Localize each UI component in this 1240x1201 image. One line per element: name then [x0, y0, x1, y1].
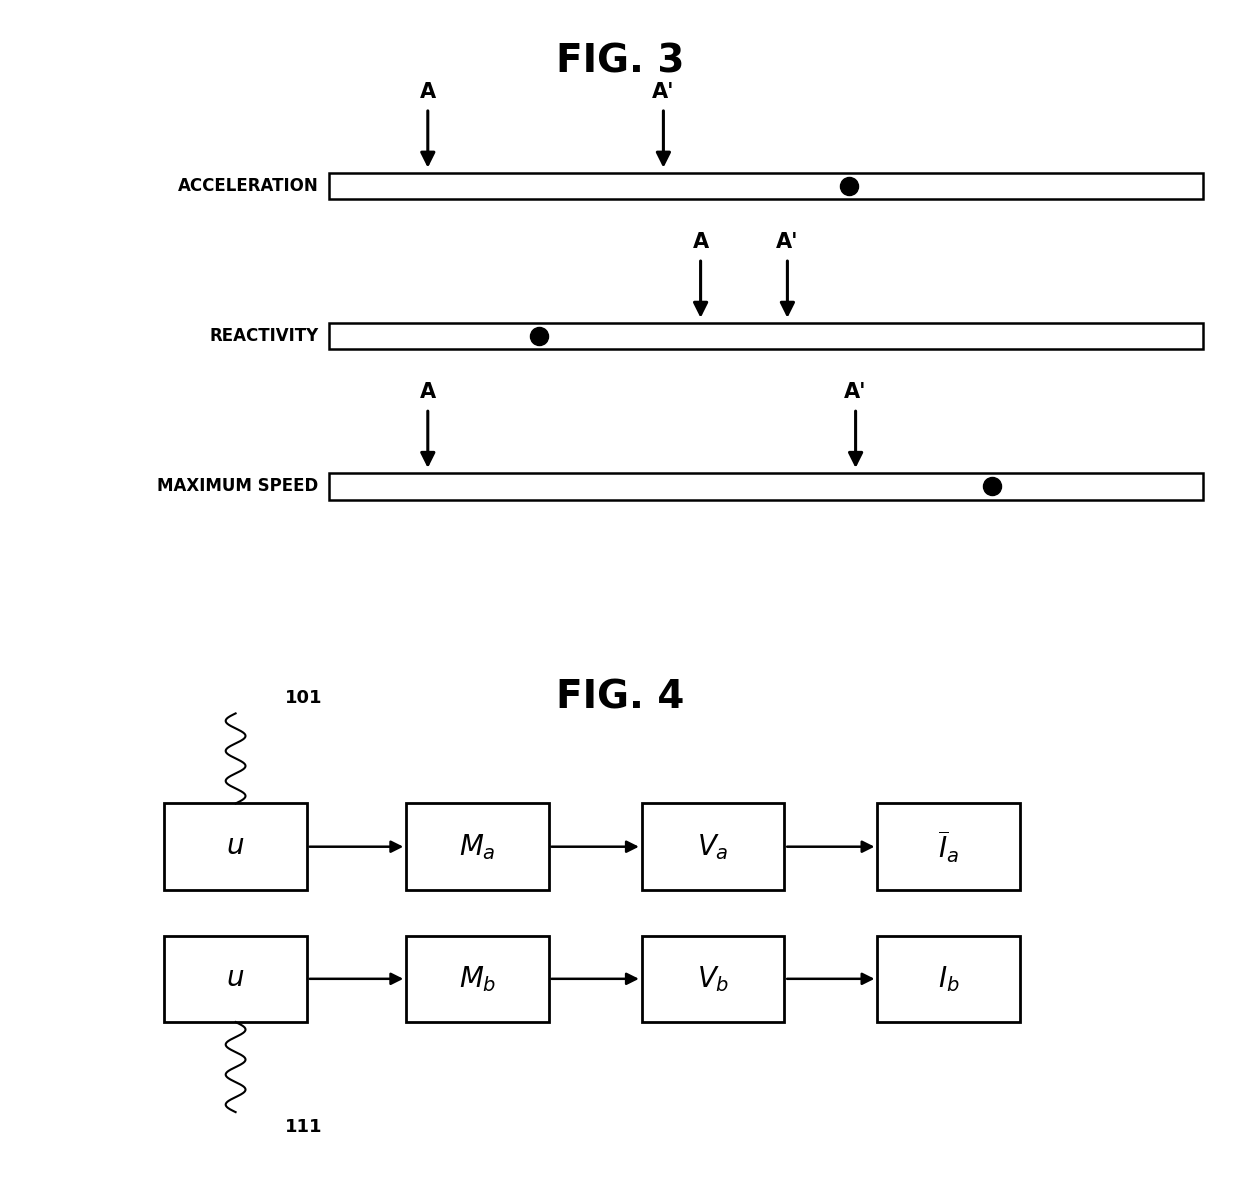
Bar — [642, 803, 784, 890]
Text: A': A' — [652, 82, 675, 102]
Text: FIG. 3: FIG. 3 — [556, 42, 684, 80]
Text: $u$: $u$ — [227, 966, 244, 992]
Text: $M_{a}$: $M_{a}$ — [459, 832, 496, 861]
Bar — [329, 323, 1203, 349]
Text: A': A' — [844, 382, 867, 402]
Bar — [878, 803, 1021, 890]
Text: $I_{b}$: $I_{b}$ — [937, 964, 960, 993]
Text: A: A — [419, 382, 436, 402]
Text: $u$: $u$ — [227, 833, 244, 860]
Text: ACCELERATION: ACCELERATION — [177, 178, 319, 195]
Bar — [164, 803, 306, 890]
Bar — [164, 936, 306, 1022]
Text: REACTIVITY: REACTIVITY — [210, 328, 319, 345]
Text: FIG. 4: FIG. 4 — [556, 679, 684, 717]
Text: $M_{b}$: $M_{b}$ — [459, 964, 496, 993]
Bar — [407, 936, 549, 1022]
Bar — [329, 173, 1203, 199]
Bar — [878, 936, 1021, 1022]
Bar — [329, 473, 1203, 500]
Text: $V_{a}$: $V_{a}$ — [697, 832, 729, 861]
Bar — [407, 803, 549, 890]
Text: $\overline{I}_{a}$: $\overline{I}_{a}$ — [937, 829, 960, 865]
Text: A: A — [419, 82, 436, 102]
Text: $V_{b}$: $V_{b}$ — [697, 964, 729, 993]
Bar — [642, 936, 784, 1022]
Text: 111: 111 — [285, 1118, 322, 1136]
Text: A': A' — [776, 232, 799, 252]
Text: 101: 101 — [285, 689, 322, 707]
Text: A: A — [692, 232, 709, 252]
Text: MAXIMUM SPEED: MAXIMUM SPEED — [157, 478, 319, 495]
